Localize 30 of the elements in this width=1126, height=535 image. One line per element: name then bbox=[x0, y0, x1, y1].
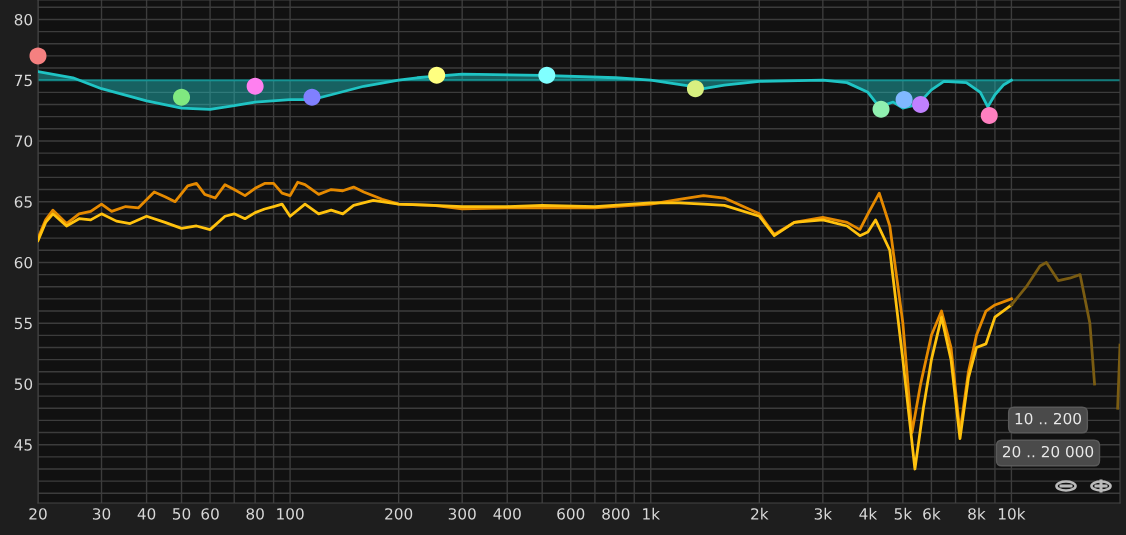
y-tick-label: 75 bbox=[14, 74, 32, 87]
x-tick-label: 100 bbox=[277, 508, 304, 520]
y-tick-label: 60 bbox=[14, 256, 33, 269]
x-tick-label: 40 bbox=[137, 508, 156, 520]
x-tick-label: 3k bbox=[814, 507, 833, 520]
x-tick-label: 400 bbox=[493, 508, 521, 520]
x-tick-label: 30 bbox=[92, 508, 111, 520]
x-tick-label: 8k bbox=[968, 507, 986, 520]
x-tick-label: 600 bbox=[557, 508, 585, 520]
y-tick-label: 50 bbox=[14, 378, 33, 390]
x-tick-label: 2k bbox=[751, 507, 769, 520]
x-tick-label: 60 bbox=[201, 508, 219, 520]
y-tick-label: 45 bbox=[14, 439, 32, 451]
x-tick-label: 10k bbox=[998, 507, 1026, 520]
x-tick-label: 5k bbox=[894, 507, 913, 520]
x-tick-label: 50 bbox=[172, 508, 191, 520]
x-tick-label: 4k bbox=[859, 507, 878, 520]
y-tick-label: 55 bbox=[14, 317, 32, 330]
y-tick-label: 70 bbox=[14, 135, 33, 147]
y-tick-label: 65 bbox=[14, 196, 32, 208]
annotation: 10 .. 200 bbox=[1015, 412, 1081, 425]
annotation: 20 .. 20 000 bbox=[1002, 445, 1094, 458]
x-tick-label: 300 bbox=[448, 508, 476, 520]
x-tick-label: 20 bbox=[29, 508, 47, 520]
y-tick-label: 80 bbox=[14, 13, 33, 26]
x-tick-label: 200 bbox=[385, 508, 413, 520]
x-tick-label: 800 bbox=[602, 508, 630, 520]
x-tick-label: 1k bbox=[643, 507, 660, 520]
x-tick-label: 6k bbox=[923, 507, 941, 520]
x-tick-label: 80 bbox=[246, 508, 264, 520]
